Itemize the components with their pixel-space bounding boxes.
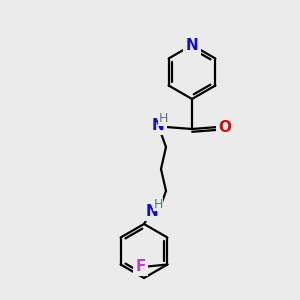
Text: O: O [218,119,232,134]
Text: N: N [146,203,158,218]
Text: N: N [152,118,164,133]
Text: H: H [153,197,163,211]
Text: F: F [135,259,146,274]
Text: H: H [158,112,168,125]
Text: N: N [186,38,198,52]
